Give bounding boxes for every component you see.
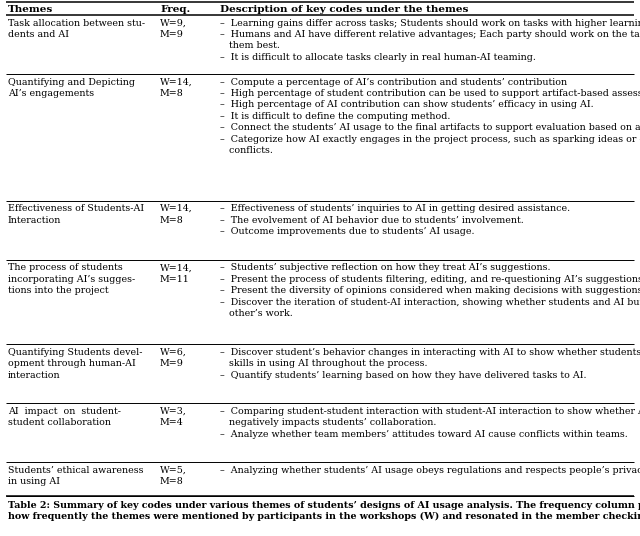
Text: –  Compute a percentage of AI’s contribution and students’ contribution
–  High : – Compute a percentage of AI’s contribut… <box>220 78 640 155</box>
Text: –  Students’ subjective reflection on how they treat AI’s suggestions.
–  Presen: – Students’ subjective reflection on how… <box>220 263 640 318</box>
Text: W=14,
M=8: W=14, M=8 <box>160 78 193 98</box>
Text: –  Effectiveness of students’ inquiries to AI in getting desired assistance.
–  : – Effectiveness of students’ inquiries t… <box>220 204 570 236</box>
Text: W=3,
M=4: W=3, M=4 <box>160 407 187 427</box>
Text: Students’ ethical awareness
in using AI: Students’ ethical awareness in using AI <box>8 466 143 486</box>
Text: Task allocation between stu-
dents and AI: Task allocation between stu- dents and A… <box>8 19 145 39</box>
Text: how frequently the themes were mentioned by participants in the workshops (W) an: how frequently the themes were mentioned… <box>8 512 640 521</box>
Text: Table 2: Summary of key codes under various themes of students’ designs of AI us: Table 2: Summary of key codes under vari… <box>8 501 640 510</box>
Text: AI  impact  on  student-
student collaboration: AI impact on student- student collaborat… <box>8 407 121 427</box>
Text: Effectiveness of Students-AI
Interaction: Effectiveness of Students-AI Interaction <box>8 204 144 225</box>
Text: Themes: Themes <box>8 5 53 14</box>
Text: –  Comparing student-student interaction with student-AI interaction to show whe: – Comparing student-student interaction … <box>220 407 640 438</box>
Text: –  Learning gains differ across tasks; Students should work on tasks with higher: – Learning gains differ across tasks; St… <box>220 19 640 62</box>
Text: Freq.: Freq. <box>160 5 190 14</box>
Text: W=14,
M=11: W=14, M=11 <box>160 263 193 284</box>
Text: –  Discover student’s behavior changes in interacting with AI to show whether st: – Discover student’s behavior changes in… <box>220 348 640 379</box>
Text: W=5,
M=8: W=5, M=8 <box>160 466 187 486</box>
Text: –  Analyzing whether students’ AI usage obeys regulations and respects people’s : – Analyzing whether students’ AI usage o… <box>220 466 640 475</box>
Text: Quantifying and Depicting
AI’s engagements: Quantifying and Depicting AI’s engagemen… <box>8 78 135 98</box>
Text: W=9,
M=9: W=9, M=9 <box>160 19 187 39</box>
Text: W=14,
M=8: W=14, M=8 <box>160 204 193 225</box>
Text: Quantifying Students devel-
opment through human-AI
interaction: Quantifying Students devel- opment throu… <box>8 348 143 379</box>
Text: The process of students
incorporating AI’s sugges-
tions into the project: The process of students incorporating AI… <box>8 263 135 295</box>
Text: W=6,
M=9: W=6, M=9 <box>160 348 187 368</box>
Text: Description of key codes under the themes: Description of key codes under the theme… <box>220 5 468 14</box>
